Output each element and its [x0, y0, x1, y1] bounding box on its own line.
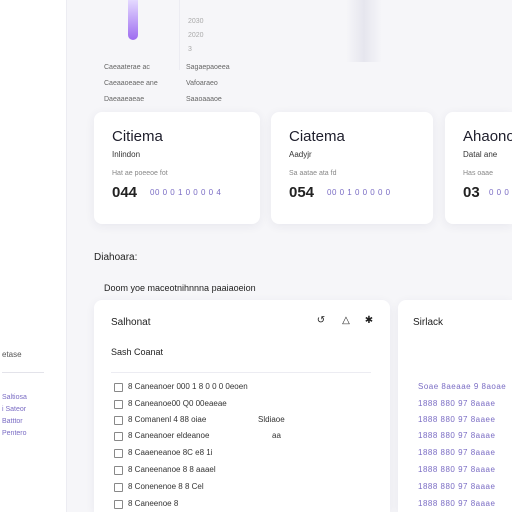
table-row: 8 Caaeneanoe 8C e8 1i — [114, 448, 364, 460]
table-row: 8 Caneanoer 000 1 8 0 0 0 0eoen — [114, 382, 364, 394]
side-panel-row: 1888 880 97 8aaae — [418, 399, 496, 408]
table-row: 8 Caneanoer eldeanoe aa — [114, 431, 364, 443]
sidebar-link-3[interactable]: Batttor — [2, 418, 23, 425]
stat-card-2[interactable]: Ciatema Aadyjr Sa aatae ata fd 054 00 0 … — [271, 112, 433, 224]
table-row: 8 Comanenl 4 88 oiae Sldiaoe — [114, 415, 364, 427]
sidebar: etase Saltiosa i Sateor Batttor Pentero — [0, 0, 67, 512]
top-chart-row-right: Saaoaaaoe — [186, 96, 222, 103]
top-chart-y-tick: 3 — [188, 46, 192, 53]
card-subtitle: Aadyjr — [289, 150, 312, 159]
section-description: Doom yoe maceotnihnnna paaiaoeion — [104, 283, 256, 293]
row-text: 8 Caneanoe00 Q0 00eaeae — [128, 399, 227, 408]
top-chart-y-tick: 2030 — [188, 18, 204, 25]
table-row: 8 Caneenoe 8 — [114, 499, 364, 511]
side-panel: Sirlack Soae 8aeaae 9 8aoae 1888 880 97 … — [398, 300, 512, 512]
row-text: 8 Caneenanoe 8 8 aaael — [128, 465, 216, 474]
row-text: 8 Caneanoer 000 1 8 0 0 0 0eoen — [128, 382, 248, 391]
side-panel-row: 1888 880 97 8aaae — [418, 482, 496, 491]
card-detail: 00 0 0 1 0 0 0 0 4 — [150, 188, 222, 197]
sidebar-label: etase — [2, 350, 22, 359]
card-detail: 0 0 0 0 — [489, 188, 512, 197]
row-checkbox[interactable] — [114, 416, 123, 425]
row-text: 8 Caneanoer eldeanoe — [128, 431, 210, 440]
card-title: Ciatema — [289, 128, 345, 145]
row-checkbox[interactable] — [114, 383, 123, 392]
card-subtitle: Datal ane — [463, 150, 498, 159]
side-panel-title: Sirlack — [413, 317, 444, 328]
row-checkbox[interactable] — [114, 483, 123, 492]
row-checkbox[interactable] — [114, 432, 123, 441]
side-panel-row: Soae 8aeaae 9 8aoae — [418, 382, 507, 391]
side-panel-row: 1888 880 97 8aaee — [418, 415, 496, 424]
row-checkbox[interactable] — [114, 449, 123, 458]
card-subtitle: Inlindon — [112, 150, 141, 159]
table-row: 8 Conenenoe 8 8 Cel — [114, 482, 364, 494]
card-note: Has oaae — [463, 170, 493, 177]
card-title: Citiema — [112, 128, 163, 145]
top-chart-y-tick: 2020 — [188, 32, 204, 39]
table-row: 8 Caneanoe00 Q0 00eaeae — [114, 399, 364, 411]
row-extra: Sldiaoe — [258, 415, 285, 424]
row-text: 8 Caneenoe 8 — [128, 499, 179, 508]
row-text: 8 Caaeneanoe 8C e8 1i — [128, 448, 213, 457]
side-panel-row: 1888 880 97 8aaae — [418, 448, 496, 457]
section-title: Diahoara: — [94, 252, 138, 263]
panel-title: Salhonat — [111, 317, 151, 328]
row-extra: aa — [272, 431, 281, 440]
side-panel-row: 1888 880 97 8aaae — [418, 431, 496, 440]
top-chart-row-left: Daeaaeaeae — [104, 96, 145, 103]
row-checkbox[interactable] — [114, 466, 123, 475]
top-chart-row-right: Vafoaraeo — [186, 80, 218, 87]
side-panel-row: 1888 880 97 8aaae — [418, 465, 496, 474]
card-detail: 00 0 1 0 0 0 0 0 — [327, 188, 391, 197]
table-panel: Salhonat ↺ △ ✱ Sash Coanat 8 Caneanoer 0… — [94, 300, 390, 512]
card-note: Hat ae poeeoe fot — [112, 170, 168, 177]
row-text: 8 Conenenoe 8 8 Cel — [128, 482, 204, 491]
sidebar-link-2[interactable]: i Sateor — [2, 406, 27, 413]
top-chart-row-left: Caeaaterae ac — [104, 64, 150, 71]
top-chart-row-left: Caeaaoeaee ane — [104, 80, 158, 87]
card-title: Ahaono — [463, 128, 512, 145]
side-panel-row: 1888 880 97 8aaae — [418, 499, 496, 508]
card-note: Sa aatae ata fd — [289, 170, 337, 177]
stat-card-1[interactable]: Citiema Inlindon Hat ae poeeoe fot 044 0… — [94, 112, 260, 224]
card-value: 03 — [463, 184, 480, 201]
card-value: 044 — [112, 184, 138, 201]
row-text: 8 Comanenl 4 88 oiae — [128, 415, 207, 424]
top-chart-divider — [179, 0, 180, 70]
top-decoration — [346, 0, 382, 62]
sidebar-link-1[interactable]: Saltiosa — [2, 394, 27, 401]
sidebar-divider — [2, 372, 44, 373]
refresh-icon[interactable]: ↺ — [316, 315, 326, 326]
row-checkbox[interactable] — [114, 400, 123, 409]
sidebar-link-4[interactable]: Pentero — [2, 430, 27, 437]
panel-subtitle: Sash Coanat — [111, 347, 164, 357]
table-row: 8 Caneenanoe 8 8 aaael — [114, 465, 364, 477]
card-value: 054 — [289, 184, 315, 201]
top-chart-bar — [128, 0, 138, 40]
panel-divider — [111, 372, 371, 373]
top-chart-row-right: Sagaepaoeea — [186, 64, 230, 71]
stat-card-3[interactable]: Ahaono Datal ane Has oaae 03 0 0 0 0 — [445, 112, 512, 224]
warning-icon[interactable]: △ — [342, 315, 350, 326]
row-checkbox[interactable] — [114, 500, 123, 509]
settings-icon[interactable]: ✱ — [364, 315, 374, 326]
